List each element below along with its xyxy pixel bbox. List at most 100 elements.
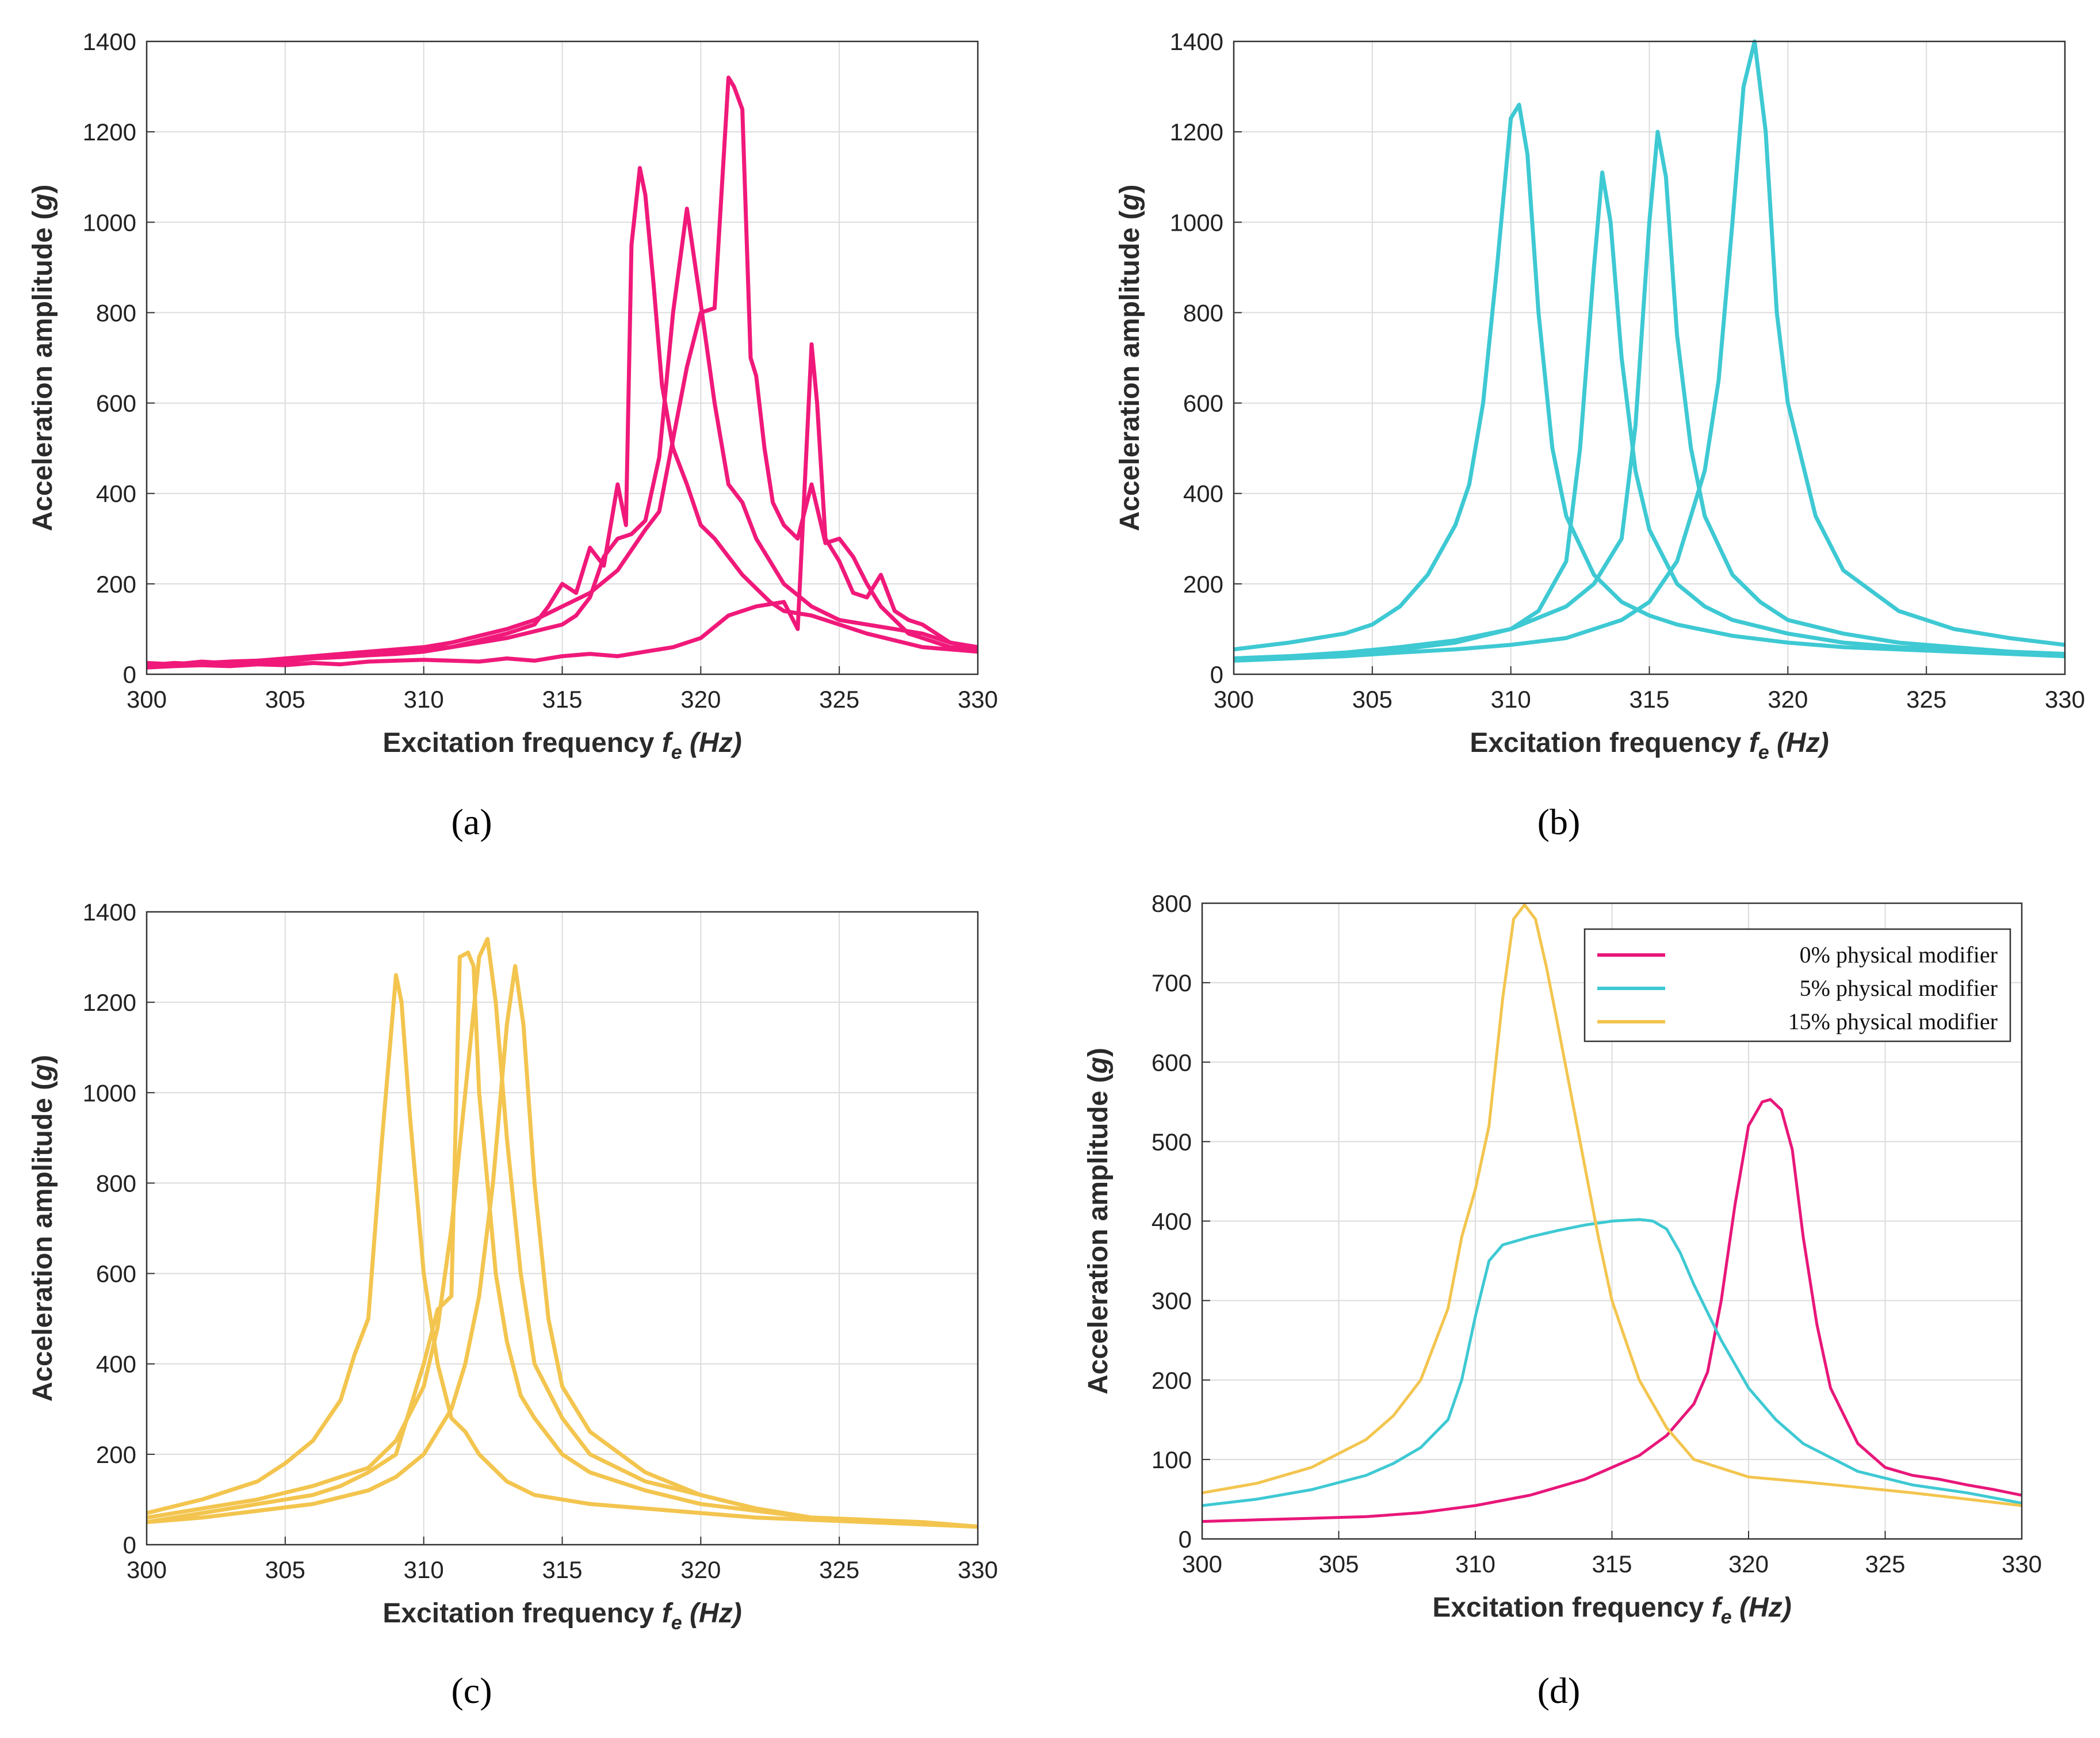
y-tick-label: 700 bbox=[1152, 969, 1192, 996]
panel-label-c: (c) bbox=[451, 1670, 492, 1711]
y-tick-label: 800 bbox=[1183, 299, 1223, 326]
grid-lines bbox=[1233, 41, 2065, 675]
tick-labels: 300 305 310 315 320 325 330 0 200 400 600 800 1000 12… bbox=[83, 28, 998, 713]
y-tick-label: 1400 bbox=[83, 899, 136, 926]
y-tick-label: 400 bbox=[96, 480, 136, 507]
y-tick-label: 1400 bbox=[83, 28, 136, 55]
y-tick-label: 1200 bbox=[83, 119, 136, 146]
chart-panel-b: 300 305 310 315 320 325 330 0 200 400 600 800 1000 12… bbox=[1115, 28, 2085, 842]
x-tick-label: 330 bbox=[2045, 686, 2085, 713]
panel-label-a: (a) bbox=[451, 801, 492, 842]
y-tick-label: 200 bbox=[96, 571, 136, 598]
y-tick-label: 800 bbox=[1152, 890, 1192, 917]
series-line-4 bbox=[147, 964, 978, 1529]
series-line-1 bbox=[147, 973, 978, 1529]
y-tick-label: 0 bbox=[1210, 661, 1223, 688]
series-line-1 bbox=[1234, 102, 2065, 659]
series-line-3 bbox=[1234, 129, 2065, 660]
y-tick-label: 400 bbox=[1183, 480, 1223, 507]
legend-entry: 0% physical modifier bbox=[1800, 942, 1998, 968]
x-tick-label: 330 bbox=[958, 686, 998, 713]
series-layer bbox=[1202, 903, 2022, 1523]
tick-labels: 300 305 310 315 320 325 330 0 200 400 600 800 1000 12… bbox=[83, 899, 998, 1583]
y-tick-label: 500 bbox=[1152, 1128, 1192, 1155]
x-tick-label: 315 bbox=[542, 686, 582, 713]
series-line-1 bbox=[1202, 1098, 2022, 1523]
x-axis-label: Excitation frequency fe (Hz) bbox=[382, 1598, 741, 1634]
x-tick-label: 300 bbox=[127, 1556, 167, 1583]
legend: 0% physical modifier 5% physical modifier… bbox=[1583, 928, 2011, 1042]
y-tick-label: 800 bbox=[96, 299, 136, 326]
chart-panel-c: 300 305 310 315 320 325 330 0 200 400 600 800 1000 12… bbox=[28, 899, 998, 1711]
legend-entry: 5% physical modifier bbox=[1800, 975, 1998, 1001]
panel-label-b: (b) bbox=[1537, 801, 1581, 842]
legend-entry: 15% physical modifier bbox=[1788, 1009, 1998, 1034]
x-tick-label: 330 bbox=[958, 1556, 998, 1583]
y-axis-label: Acceleration amplitude (g) bbox=[28, 185, 58, 532]
series-line-4 bbox=[1234, 39, 2065, 663]
x-tick-label: 325 bbox=[1865, 1550, 1905, 1577]
tick-labels: 300 305 310 315 320 325 330 0 200 400 600 800 1000 12… bbox=[1170, 28, 2085, 713]
x-tick-label: 310 bbox=[404, 686, 444, 713]
y-tick-label: 200 bbox=[1183, 571, 1223, 598]
y-tick-label: 300 bbox=[1152, 1288, 1192, 1315]
series-layer bbox=[147, 75, 978, 670]
x-tick-label: 300 bbox=[127, 686, 167, 713]
y-axis-label: Acceleration amplitude (g) bbox=[1083, 1048, 1114, 1395]
series-layer bbox=[1234, 39, 2065, 663]
x-tick-label: 320 bbox=[1728, 1550, 1769, 1577]
x-tick-label: 310 bbox=[404, 1556, 444, 1583]
x-axis-label: Excitation frequency fe (Hz) bbox=[1470, 728, 1829, 763]
x-tick-label: 315 bbox=[1592, 1550, 1632, 1577]
x-tick-label: 300 bbox=[1214, 686, 1254, 713]
y-tick-label: 1000 bbox=[1170, 209, 1223, 236]
y-tick-label: 600 bbox=[96, 1260, 136, 1288]
y-axis-label: Acceleration amplitude (g) bbox=[1115, 185, 1145, 532]
grid-lines bbox=[146, 41, 978, 675]
x-tick-label: 300 bbox=[1182, 1550, 1222, 1577]
x-tick-label: 305 bbox=[265, 1556, 305, 1583]
tick-labels: 300 305 310 315 320 325 330 0 100 200 300 400 500 600… bbox=[1152, 890, 2042, 1577]
panel-label-d: (d) bbox=[1537, 1670, 1581, 1711]
series-line-3 bbox=[147, 75, 978, 667]
y-tick-label: 200 bbox=[96, 1441, 136, 1468]
x-tick-label: 310 bbox=[1455, 1550, 1495, 1577]
y-tick-label: 200 bbox=[1152, 1367, 1192, 1394]
y-tick-label: 1400 bbox=[1170, 28, 1223, 55]
y-tick-label: 400 bbox=[1152, 1208, 1192, 1235]
series-layer bbox=[147, 937, 978, 1529]
x-tick-label: 320 bbox=[680, 1556, 721, 1583]
x-tick-label: 305 bbox=[1352, 686, 1393, 713]
x-tick-label: 305 bbox=[265, 686, 305, 713]
x-tick-label: 315 bbox=[1629, 686, 1669, 713]
y-tick-label: 600 bbox=[96, 390, 136, 417]
x-tick-label: 320 bbox=[680, 686, 721, 713]
y-tick-label: 1200 bbox=[83, 989, 136, 1016]
y-axis-label: Acceleration amplitude (g) bbox=[28, 1055, 58, 1402]
chart-panel-d: 300 305 310 315 320 325 330 0 100 200 300 400 500 600… bbox=[1083, 890, 2042, 1711]
x-tick-label: 325 bbox=[1906, 686, 1946, 713]
x-tick-label: 325 bbox=[819, 1556, 859, 1583]
x-axis-label: Excitation frequency fe (Hz) bbox=[1432, 1592, 1791, 1628]
x-tick-label: 330 bbox=[2002, 1550, 2042, 1577]
x-tick-label: 325 bbox=[819, 686, 859, 713]
chart-panel-a: 300 305 310 315 320 325 330 0 200 400 600 800 1000 12… bbox=[28, 28, 998, 842]
series-line-4 bbox=[147, 342, 978, 670]
y-tick-label: 800 bbox=[96, 1170, 136, 1197]
y-tick-label: 1000 bbox=[83, 209, 136, 236]
y-tick-label: 600 bbox=[1183, 390, 1223, 417]
x-tick-label: 320 bbox=[1768, 686, 1808, 713]
x-tick-label: 305 bbox=[1318, 1550, 1359, 1577]
y-tick-label: 1200 bbox=[1170, 119, 1223, 146]
y-tick-label: 600 bbox=[1152, 1049, 1192, 1076]
series-line-2 bbox=[1234, 170, 2065, 660]
y-tick-label: 0 bbox=[123, 1531, 136, 1559]
y-tick-label: 0 bbox=[123, 661, 136, 688]
y-tick-label: 0 bbox=[1179, 1526, 1192, 1553]
series-line-3 bbox=[1202, 903, 2022, 1507]
x-tick-label: 315 bbox=[542, 1556, 582, 1583]
x-axis-label: Excitation frequency fe (Hz) bbox=[382, 728, 741, 763]
y-tick-label: 400 bbox=[96, 1351, 136, 1378]
